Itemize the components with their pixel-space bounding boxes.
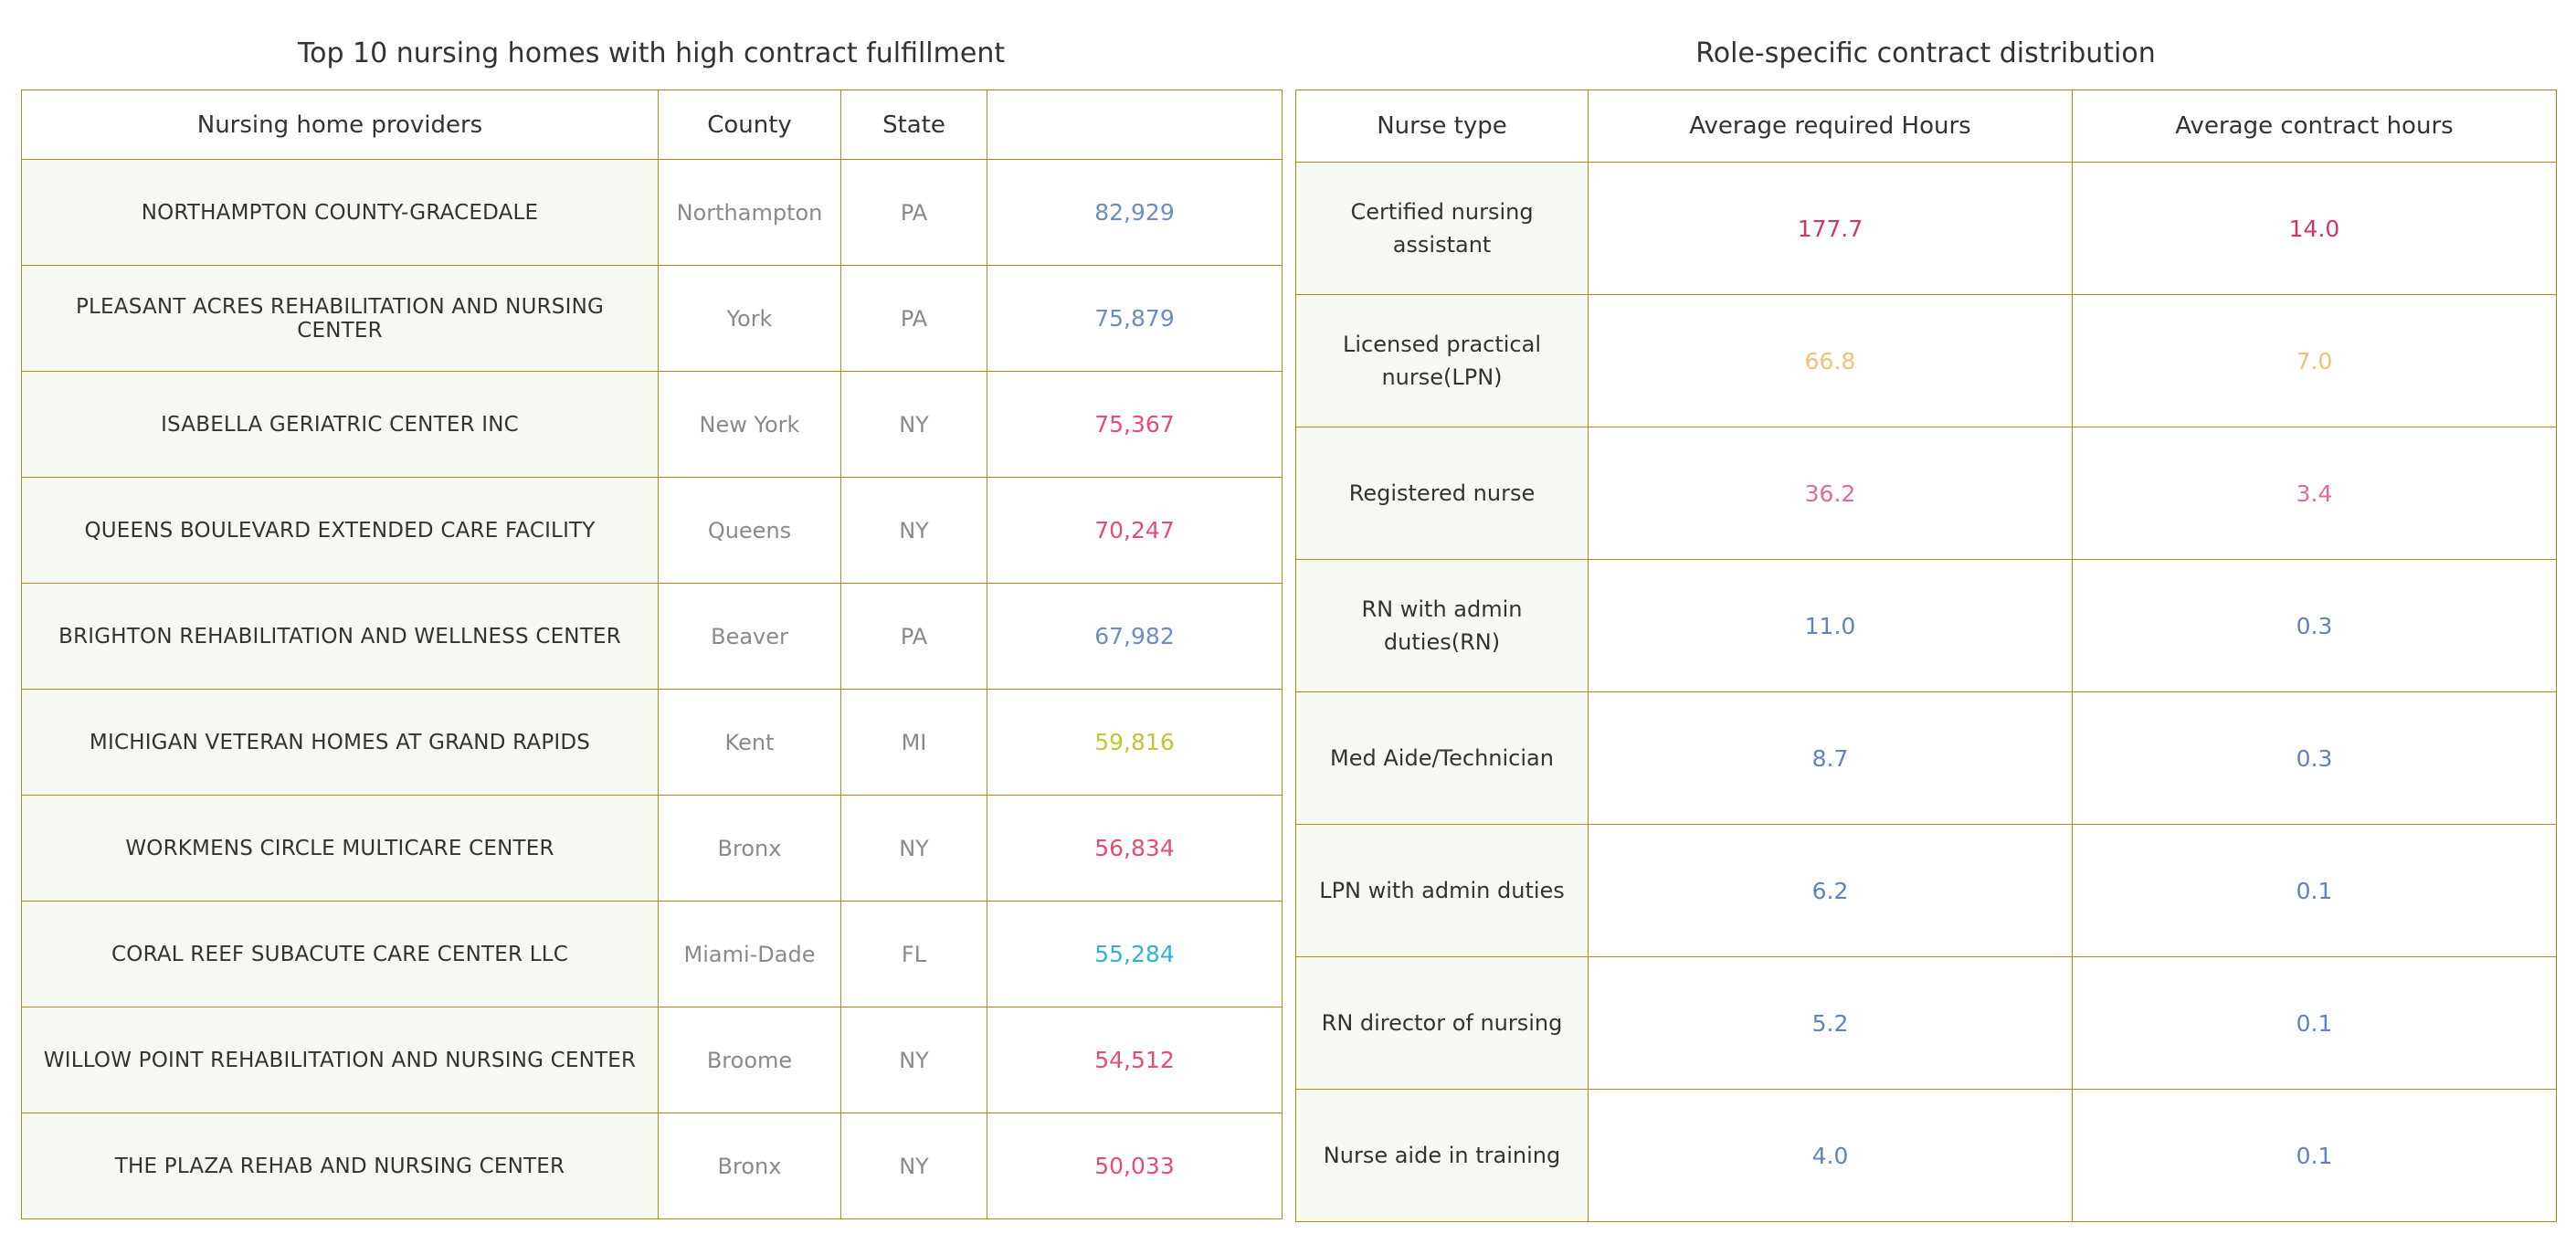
county-cell: Miami-Dade — [658, 901, 841, 1007]
column-header-contract-hours[interactable]: Average contract hours — [2072, 90, 2557, 163]
provider-name-cell: NORTHAMPTON COUNTY-GRACEDALE — [21, 159, 659, 266]
required-hours-cell: 4.0 — [1588, 1089, 2073, 1222]
contract-value-cell: 82,929 — [987, 159, 1283, 266]
contract-value-cell: 54,512 — [987, 1007, 1283, 1113]
county-cell: Bronx — [658, 795, 841, 902]
top-nursing-homes-body: NORTHAMPTON COUNTY-GRACEDALE Northampton P… — [21, 159, 1283, 1219]
table-row[interactable]: WILLOW POINT REHABILITATION AND NURSING … — [21, 1007, 1283, 1113]
column-header-provider[interactable]: Nursing home providers — [21, 90, 659, 160]
required-hours-cell: 66.8 — [1588, 294, 2073, 427]
table-row[interactable]: BRIGHTON REHABILITATION AND WELLNESS CEN… — [21, 583, 1283, 690]
contract-hours-cell: 0.1 — [2072, 824, 2557, 957]
top-nursing-homes-title: Top 10 nursing homes with high contract … — [297, 37, 1006, 69]
contract-hours-cell: 0.1 — [2072, 1089, 2557, 1222]
table-header-row: Nurse type Average required Hours Averag… — [1295, 90, 2557, 163]
county-cell: New York — [658, 371, 841, 478]
table-row[interactable]: RN with admin duties(RN) 11.0 0.3 — [1295, 559, 2557, 692]
contract-hours-cell: 7.0 — [2072, 294, 2557, 427]
county-cell: Bronx — [658, 1113, 841, 1219]
contract-hours-cell: 0.1 — [2072, 956, 2557, 1090]
required-hours-cell: 11.0 — [1588, 559, 2073, 692]
table-row[interactable]: QUEENS BOULEVARD EXTENDED CARE FACILITY Q… — [21, 477, 1283, 584]
county-cell: Beaver — [658, 583, 841, 690]
provider-name-cell: THE PLAZA REHAB AND NURSING CENTER — [21, 1113, 659, 1219]
table-row[interactable]: Licensed practical nurse(LPN) 66.8 7.0 — [1295, 294, 2557, 427]
column-header-required-hours[interactable]: Average required Hours — [1588, 90, 2073, 163]
state-cell: NY — [840, 1007, 987, 1113]
county-cell: Northampton — [658, 159, 841, 266]
table-row[interactable]: Med Aide/Technician 8.7 0.3 — [1295, 691, 2557, 825]
provider-name-cell: QUEENS BOULEVARD EXTENDED CARE FACILITY — [21, 477, 659, 584]
nurse-type-cell: Certified nursing assistant — [1295, 162, 1589, 295]
county-cell: York — [658, 265, 841, 372]
required-hours-cell: 36.2 — [1588, 427, 2073, 560]
column-header-county[interactable]: County — [658, 90, 841, 160]
contract-hours-cell: 0.3 — [2072, 559, 2557, 692]
table-row[interactable]: PLEASANT ACRES REHABILITATION AND NURSIN… — [21, 265, 1283, 372]
required-hours-cell: 8.7 — [1588, 691, 2073, 825]
column-header-value[interactable] — [987, 90, 1283, 160]
nurse-type-cell: Nurse aide in training — [1295, 1089, 1589, 1222]
contract-hours-cell: 0.3 — [2072, 691, 2557, 825]
provider-name-cell: WORKMENS CIRCLE MULTICARE CENTER — [21, 795, 659, 902]
contract-value-cell: 75,879 — [987, 265, 1283, 372]
contract-value-cell: 50,033 — [987, 1113, 1283, 1219]
column-header-state[interactable]: State — [840, 90, 987, 160]
nurse-type-cell: Licensed practical nurse(LPN) — [1295, 294, 1589, 427]
table-row[interactable]: ISABELLA GERIATRIC CENTER INC New York NY 7… — [21, 371, 1283, 478]
contract-hours-cell: 3.4 — [2072, 427, 2557, 560]
state-cell: PA — [840, 159, 987, 266]
contract-value-cell: 56,834 — [987, 795, 1283, 902]
role-distribution-table: Nurse type Average required Hours Averag… — [1295, 90, 2557, 1222]
contract-value-cell: 75,367 — [987, 371, 1283, 478]
contract-value-cell: 70,247 — [987, 477, 1283, 584]
provider-name-cell: CORAL REEF SUBACUTE CARE CENTER LLC — [21, 901, 659, 1007]
state-cell: MI — [840, 689, 987, 796]
table-row[interactable]: RN director of nursing 5.2 0.1 — [1295, 956, 2557, 1090]
state-cell: NY — [840, 795, 987, 902]
state-cell: NY — [840, 477, 987, 584]
provider-name-cell: MICHIGAN VETERAN HOMES AT GRAND RAPIDS — [21, 689, 659, 796]
role-distribution-body: Certified nursing assistant 177.7 14.0 Lice… — [1295, 162, 2557, 1222]
table-row[interactable]: WORKMENS CIRCLE MULTICARE CENTER Bronx NY 5… — [21, 795, 1283, 902]
table-row[interactable]: CORAL REEF SUBACUTE CARE CENTER LLC Miami… — [21, 901, 1283, 1007]
table-row[interactable]: LPN with admin duties 6.2 0.1 — [1295, 824, 2557, 957]
nurse-type-cell: Registered nurse — [1295, 427, 1589, 560]
required-hours-cell: 6.2 — [1588, 824, 2073, 957]
nurse-type-cell: LPN with admin duties — [1295, 824, 1589, 957]
county-cell: Kent — [658, 689, 841, 796]
nurse-type-cell: RN director of nursing — [1295, 956, 1589, 1090]
top-nursing-homes-table: Nursing home providers County State NORT… — [21, 90, 1283, 1219]
provider-name-cell: BRIGHTON REHABILITATION AND WELLNESS CEN… — [21, 583, 659, 690]
state-cell: PA — [840, 265, 987, 372]
state-cell: FL — [840, 901, 987, 1007]
contract-value-cell: 55,284 — [987, 901, 1283, 1007]
contract-value-cell: 59,816 — [987, 689, 1283, 796]
table-row[interactable]: MICHIGAN VETERAN HOMES AT GRAND RAPIDS Ke… — [21, 689, 1283, 796]
required-hours-cell: 177.7 — [1588, 162, 2073, 295]
contract-hours-cell: 14.0 — [2072, 162, 2557, 295]
top-nursing-homes-panel: Top 10 nursing homes with high contract … — [21, 0, 1283, 1219]
county-cell: Broome — [658, 1007, 841, 1113]
state-cell: NY — [840, 371, 987, 478]
state-cell: NY — [840, 1113, 987, 1219]
county-cell: Queens — [658, 477, 841, 584]
required-hours-cell: 5.2 — [1588, 956, 2073, 1090]
provider-name-cell: ISABELLA GERIATRIC CENTER INC — [21, 371, 659, 478]
role-distribution-title: Role-specific contract distribution — [1695, 37, 2156, 69]
nurse-type-cell: RN with admin duties(RN) — [1295, 559, 1589, 692]
table-row[interactable]: Certified nursing assistant 177.7 14.0 — [1295, 162, 2557, 295]
table-row[interactable]: Registered nurse 36.2 3.4 — [1295, 427, 2557, 560]
table-row[interactable]: Nurse aide in training 4.0 0.1 — [1295, 1089, 2557, 1222]
column-header-nurse-type[interactable]: Nurse type — [1295, 90, 1589, 163]
table-row[interactable]: THE PLAZA REHAB AND NURSING CENTER Bronx N… — [21, 1113, 1283, 1219]
state-cell: PA — [840, 583, 987, 690]
nurse-type-cell: Med Aide/Technician — [1295, 691, 1589, 825]
table-row[interactable]: NORTHAMPTON COUNTY-GRACEDALE Northampton P… — [21, 159, 1283, 266]
provider-name-cell: PLEASANT ACRES REHABILITATION AND NURSIN… — [21, 265, 659, 372]
contract-value-cell: 67,982 — [987, 583, 1283, 690]
role-distribution-panel: Role-specific contract distribution Nurs… — [1295, 0, 2557, 1222]
table-header-row: Nursing home providers County State — [21, 90, 1283, 160]
provider-name-cell: WILLOW POINT REHABILITATION AND NURSING … — [21, 1007, 659, 1113]
